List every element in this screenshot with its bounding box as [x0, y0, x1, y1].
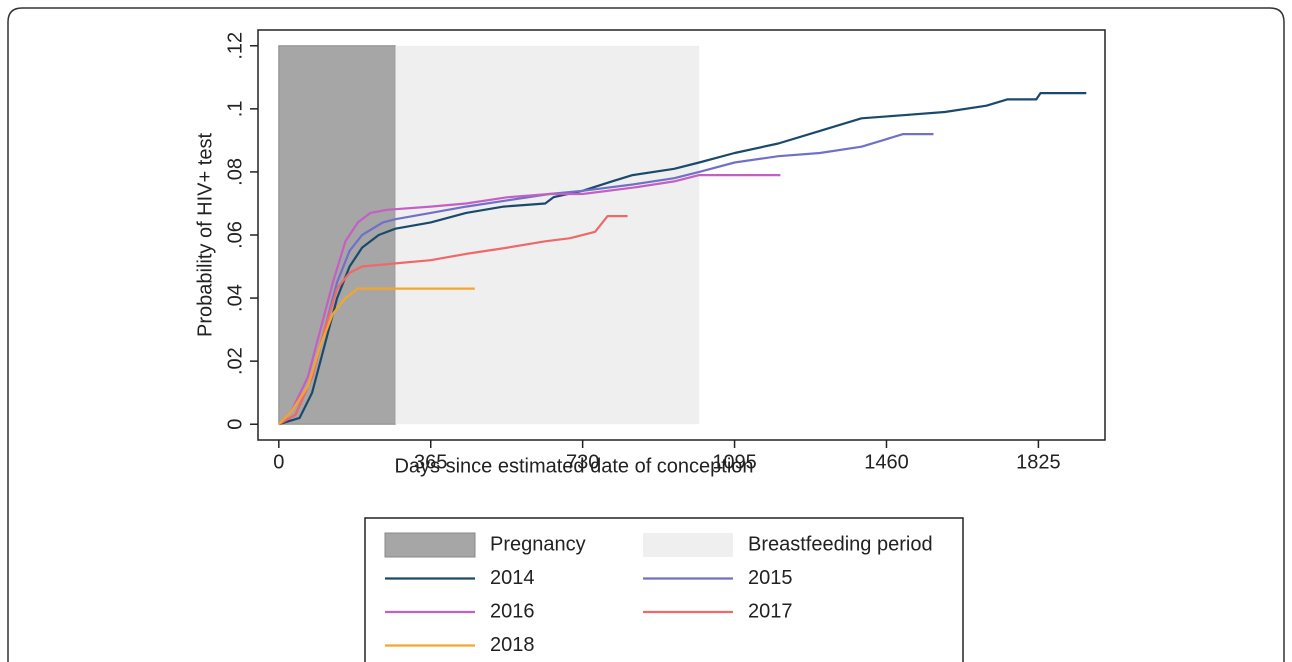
x-tick-label: 1825: [1016, 451, 1061, 473]
y-axis-title: Probability of HIV+ test: [194, 133, 216, 337]
series-line: [278, 92, 1087, 426]
legend-label: 2018: [490, 634, 535, 656]
legend-swatch: [643, 533, 733, 557]
y-tick-label: .04: [224, 284, 246, 312]
y-tick-label: 0: [224, 419, 246, 430]
series-line: [278, 287, 475, 425]
legend-label: 2015: [748, 567, 793, 589]
legend-label: 2017: [748, 600, 793, 622]
legend-swatch: [384, 532, 476, 558]
legend-label: Pregnancy: [490, 533, 586, 555]
x-tick-label: 365: [414, 451, 447, 473]
series-line: [278, 133, 934, 426]
legend-box: [364, 517, 964, 662]
shaded-region: [395, 45, 700, 425]
x-tick-label: 0: [273, 451, 284, 473]
y-tick-label: .12: [224, 32, 246, 60]
y-tick-label: .06: [224, 221, 246, 249]
y-tick-label: .1: [224, 101, 246, 118]
legend-label: Breastfeeding period: [748, 533, 933, 555]
legend-label: 2016: [490, 600, 535, 622]
x-tick-label: 1095: [712, 451, 757, 473]
series-line: [278, 174, 781, 425]
y-tick-label: .08: [224, 158, 246, 186]
x-axis-title: Days since estimated date of conception: [394, 455, 753, 477]
page-border: [7, 7, 1285, 662]
y-tick-label: .02: [224, 347, 246, 375]
x-tick-label: 730: [566, 451, 599, 473]
legend-label: 2014: [490, 567, 535, 589]
shaded-region: [278, 45, 396, 425]
x-tick-label: 1460: [864, 451, 909, 473]
